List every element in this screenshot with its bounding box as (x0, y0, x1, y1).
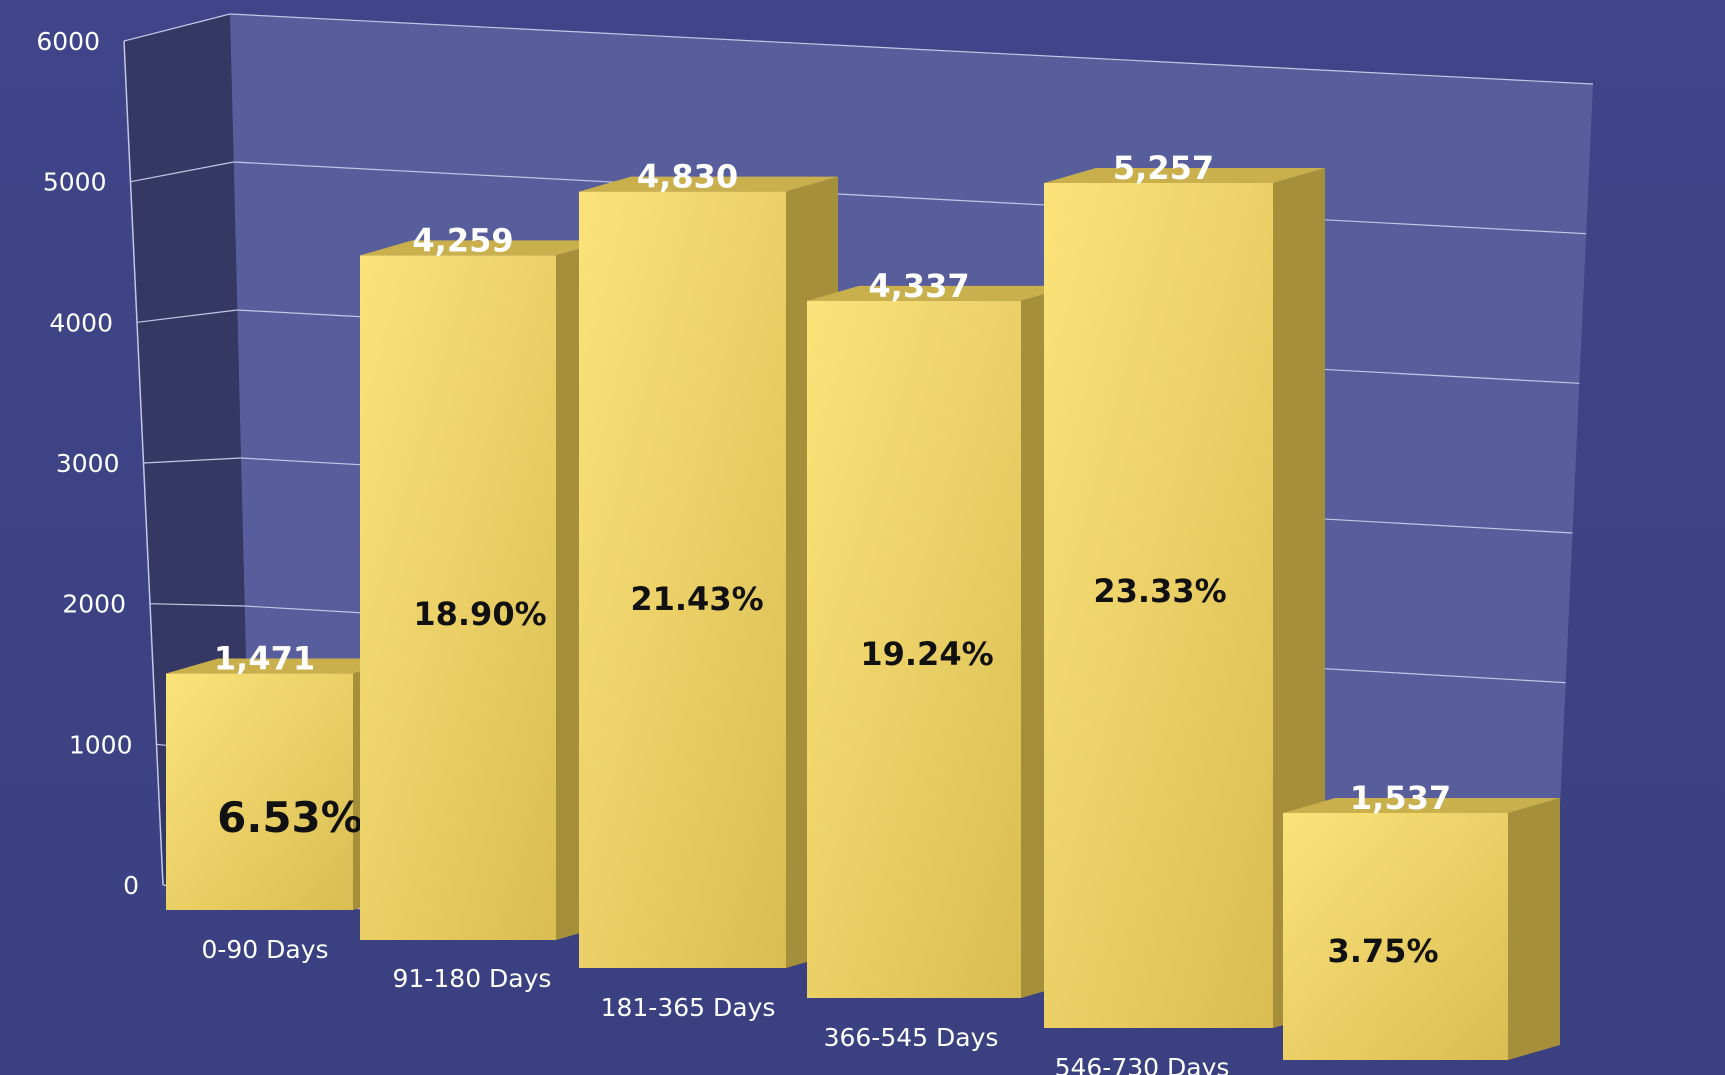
bar-top (360, 240, 608, 256)
gridline-side (136, 309, 238, 323)
bars: 1,471 6.53% 4,259 18.90% 4,830 21.43% 4,337 19.… (166, 149, 1560, 1060)
bar (579, 191, 786, 969)
bar-top (1044, 168, 1325, 183)
bar-top (166, 658, 405, 674)
bar-top (1283, 797, 1560, 813)
y-tick-label: 2000 (62, 590, 126, 619)
bar (360, 255, 556, 941)
y-tick-label: 3000 (56, 449, 120, 478)
y-axis-ticks: 0 1000 2000 3000 4000 5000 6000 (36, 27, 139, 900)
bar-top (579, 176, 838, 192)
y-tick-label: 4000 (49, 308, 113, 337)
bar-value-label: 4,830 (637, 158, 738, 196)
bar-group: 5,257 23.33% (1044, 149, 1325, 1028)
bar-value-label: 1,537 (1350, 779, 1451, 817)
bar-percent-label: 21.43% (630, 580, 763, 618)
bar (166, 673, 353, 910)
bar-top (807, 285, 1073, 301)
bar-percent-label: 18.90% (413, 595, 546, 633)
gridline-side (149, 603, 245, 607)
bar-group: 4,337 19.24% (807, 267, 1073, 998)
gridline-side (123, 13, 231, 42)
y-tick-label: 5000 (43, 168, 107, 197)
x-tick-label: 366-545 Days (824, 1023, 999, 1052)
bar-value-label: 4,337 (868, 267, 969, 305)
x-tick-label: 91-180 Days (393, 964, 552, 993)
bar-group: 1,471 6.53% (166, 640, 405, 910)
bar (1283, 812, 1508, 1060)
bar-group: 1,537 3.75% (1283, 779, 1560, 1060)
bar-percent-label: 6.53% (217, 793, 363, 842)
bar-value-label: 5,257 (1113, 149, 1214, 187)
bar (807, 300, 1021, 998)
bar-percent-label: 23.33% (1093, 572, 1226, 610)
y-tick-label: 6000 (36, 27, 100, 56)
y-tick-label: 0 (123, 871, 139, 900)
gridline (233, 161, 1587, 235)
bar-group: 4,259 18.90% (360, 221, 608, 941)
gridline-side (130, 161, 234, 183)
y-tick-label: 1000 (69, 730, 133, 759)
bar (1044, 183, 1273, 1028)
bar-group: 4,830 21.43% (579, 158, 838, 969)
gridline-side (143, 457, 242, 464)
bar-side (1508, 797, 1560, 1060)
bar-percent-label: 19.24% (860, 635, 993, 673)
gridline (229, 13, 1594, 85)
x-tick-label: 181-365 Days (601, 993, 776, 1022)
x-tick-label: 546-730 Days (1055, 1053, 1230, 1075)
bar-value-label: 1,471 (214, 640, 315, 678)
bar-percent-label: 3.75% (1327, 932, 1438, 970)
x-tick-label: 0-90 Days (201, 935, 328, 964)
bar-value-label: 4,259 (412, 221, 513, 259)
x-axis-labels: 0-90 Days 91-180 Days 181-365 Days 366-545 … (201, 935, 1229, 1075)
